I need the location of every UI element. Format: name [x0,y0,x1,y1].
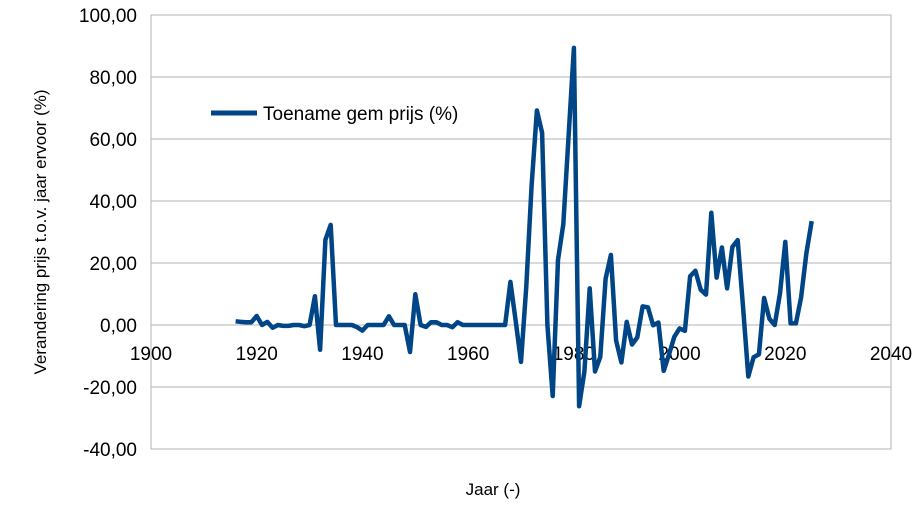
y-tick-label: 20,00 [89,254,137,275]
y-tick-label: -20,00 [83,378,137,399]
x-tick-label: 1940 [341,344,383,365]
y-tick-label: 40,00 [89,192,137,213]
y-axis-title: Verandering prijs t.o.v. jaar ervoor (%) [31,89,50,374]
y-axis-tick-labels: -40,00 -20,00 0,00 20,00 40,00 60,00 80,00 100,… [79,6,137,461]
gridlines [151,14,891,450]
y-tick-label: 80,00 [89,68,137,89]
legend-label: Toename gem prijs (%) [263,104,458,125]
x-tick-label: 1980 [553,344,595,365]
x-tick-label: 2020 [764,344,806,365]
y-tick-label: -40,00 [83,440,137,461]
series-line-0 [235,45,814,409]
plot-area-frame [150,14,892,450]
x-tick-label: 1960 [447,344,489,365]
x-tick-label: 1920 [236,344,278,365]
y-tick-label: 100,00 [79,6,137,27]
y-tick-label: 0,00 [100,316,137,337]
legend: Toename gem prijs (%) [211,104,458,125]
x-axis-title: Jaar (-) [466,480,521,499]
x-tick-label: 2040 [870,344,912,365]
y-tick-label: 60,00 [89,130,137,151]
series-group [235,45,814,409]
x-tick-label: 1900 [130,344,172,365]
